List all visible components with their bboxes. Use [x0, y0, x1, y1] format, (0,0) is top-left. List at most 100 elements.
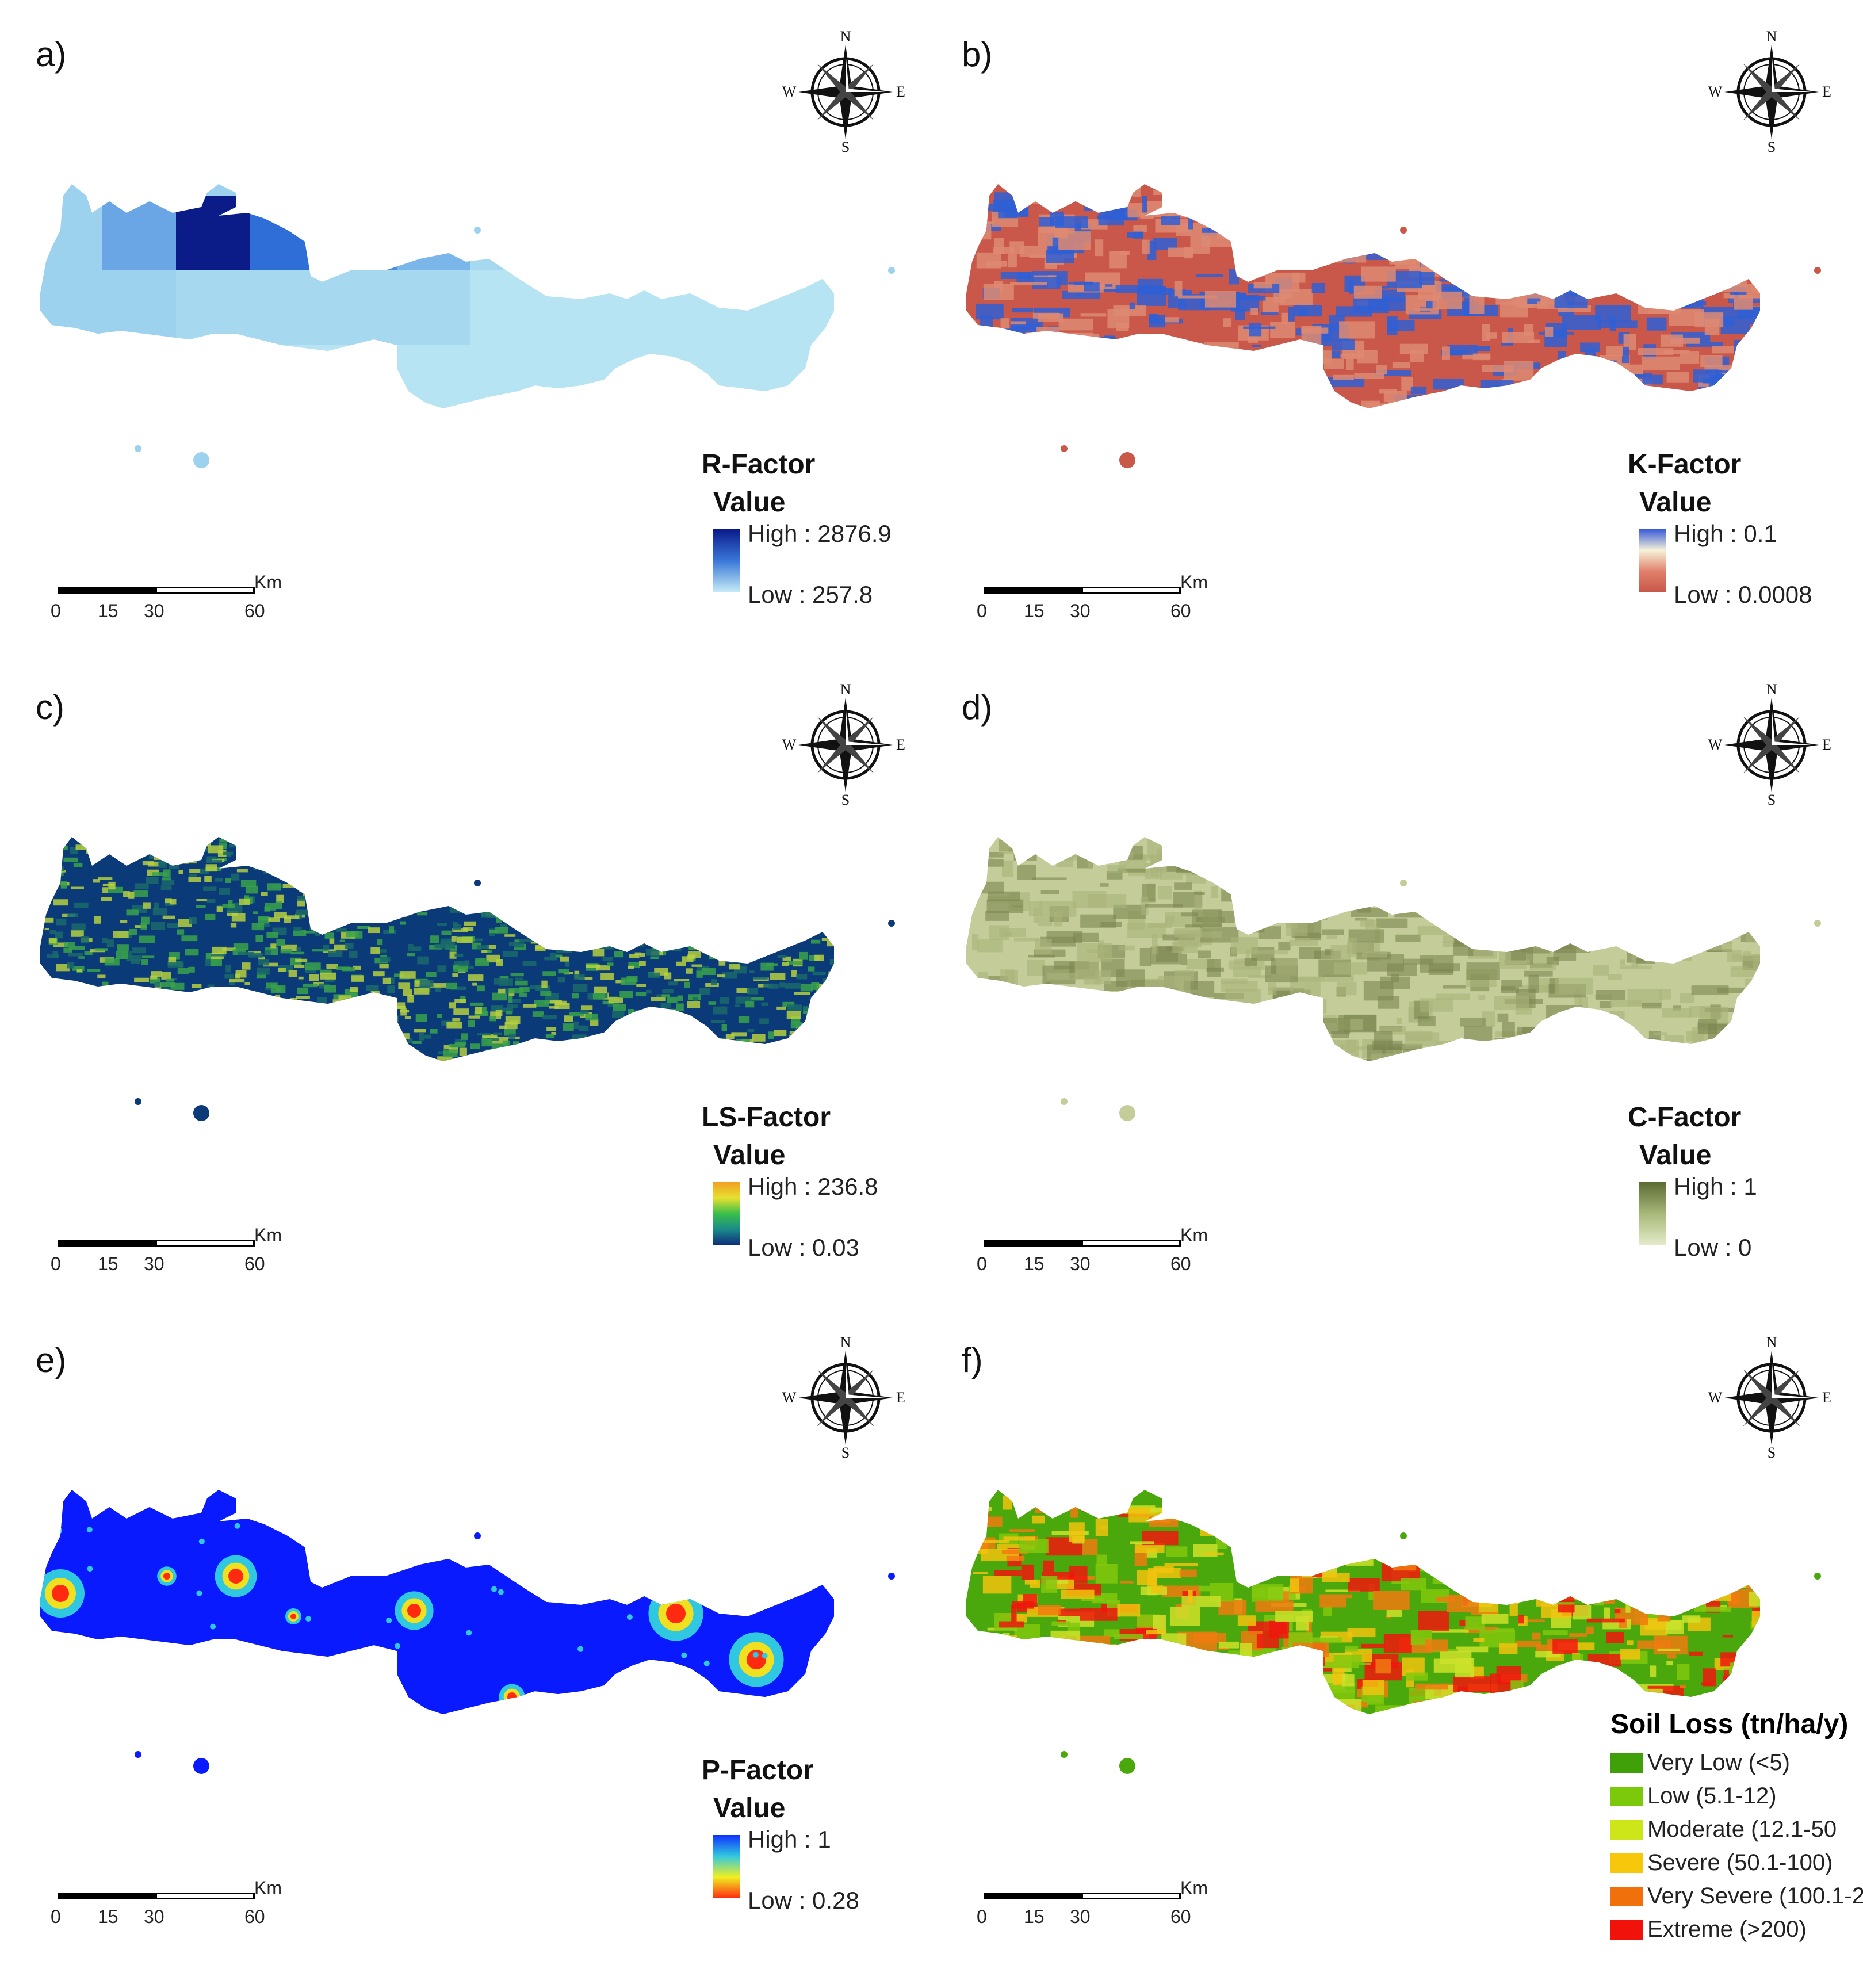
scale-tick-label: 30	[144, 601, 165, 621]
scale-bar-white-segment	[155, 1240, 255, 1247]
scale-tick-label: 30	[144, 1253, 165, 1274]
soil-loss-label: Low (5.1-12)	[1647, 1783, 1777, 1809]
panel-letter: c)	[36, 688, 64, 727]
legend-subtitle: Value	[713, 1793, 786, 1823]
legend-title: R-Factor	[702, 449, 816, 480]
scale-tick-label: 15	[1024, 601, 1045, 621]
scale-tick-label: 15	[98, 1906, 118, 1927]
scale-bar: 0 15 30 60 Km	[966, 1225, 1231, 1286]
compass-label-e: E	[1822, 83, 1831, 100]
legend-title: K-Factor	[1628, 449, 1742, 480]
legend-title: LS-Factor	[702, 1102, 831, 1133]
legend-high-label: High : 236.8	[748, 1173, 878, 1200]
map-c	[40, 837, 895, 1121]
scale-tick-label: 30	[1070, 601, 1091, 621]
scale-bar: 0 15 30 60 Km	[40, 1878, 305, 1939]
panel-d: d) N S E W C-Factor Value High : 1 Low : 0 0 15 30 6…	[932, 653, 1852, 1297]
scale-unit-label: Km	[254, 572, 282, 592]
legend-subtitle: Value	[713, 1140, 786, 1171]
scale-tick-label: 60	[1170, 1253, 1191, 1274]
legend-high-label: High : 1	[1674, 1173, 1757, 1200]
scale-bar: 0 15 30 60 Km	[40, 1225, 305, 1286]
scale-bar-black-segment	[984, 1893, 1081, 1899]
compass-rose-icon: N S E W	[1708, 1335, 1831, 1461]
legend-subtitle: Value	[1639, 487, 1712, 518]
soil-loss-swatch	[1610, 1853, 1643, 1873]
compass-label-w: W	[782, 736, 797, 753]
soil-loss-swatch	[1610, 1887, 1643, 1906]
scale-bar-black-segment	[58, 1893, 155, 1899]
panel-letter: d)	[962, 688, 993, 727]
soil-loss-label: Extreme (>200)	[1647, 1917, 1807, 1942]
map-e	[40, 1490, 895, 1774]
compass-label-n: N	[1766, 1335, 1777, 1351]
legend-color-ramp	[1639, 529, 1666, 592]
scale-tick-label: 0	[51, 1253, 61, 1274]
compass-rose-icon: N S E W	[782, 29, 905, 155]
legend-high-label: High : 1	[748, 1826, 831, 1853]
soil-loss-legend-title: Soil Loss (tn/ha/y)	[1610, 1709, 1849, 1740]
legend-subtitle: Value	[1639, 1140, 1712, 1171]
compass-rose-icon: N S E W	[1708, 29, 1831, 155]
compass-label-e: E	[896, 1389, 905, 1406]
panel-a: a) N S E W R-Factor Value High : 2876.9 Low : 25…	[6, 0, 926, 644]
scale-tick-label: 0	[51, 1906, 61, 1927]
scale-tick-label: 60	[244, 1253, 265, 1274]
scale-tick-label: 0	[51, 601, 61, 621]
compass-label-n: N	[840, 1335, 851, 1351]
compass-label-w: W	[1708, 736, 1723, 753]
legend-color-ramp	[1639, 1182, 1666, 1245]
scale-bar-black-segment	[58, 1240, 155, 1247]
scale-bar-black-segment	[984, 587, 1081, 594]
compass-rose-icon: N S E W	[782, 1335, 905, 1461]
compass-label-n: N	[1766, 682, 1777, 698]
legend: P-Factor Value High : 1 Low : 0.28	[684, 1754, 926, 1950]
panel-letter: e)	[36, 1341, 67, 1379]
compass-label-s: S	[841, 139, 850, 155]
scale-bar: 0 15 30 60 Km	[966, 572, 1231, 633]
scale-tick-label: 60	[244, 1906, 265, 1927]
scale-tick-label: 60	[1170, 1906, 1191, 1927]
legend-title: C-Factor	[1628, 1102, 1742, 1133]
legend-high-label: High : 2876.9	[748, 520, 892, 547]
legend-low-label: Low : 0.28	[748, 1887, 859, 1914]
scale-tick-label: 15	[1024, 1253, 1045, 1274]
compass-label-e: E	[896, 83, 905, 100]
compass-label-n: N	[840, 682, 851, 698]
compass-label-e: E	[1822, 736, 1831, 753]
compass-label-e: E	[896, 736, 905, 753]
scale-unit-label: Km	[1180, 572, 1208, 592]
soil-loss-legend: Soil Loss (tn/ha/y) Very Low (<5) Low (5.1…	[1610, 1708, 1863, 1950]
scale-bar-white-segment	[155, 587, 255, 594]
compass-label-n: N	[840, 29, 851, 45]
legend-low-label: Low : 0	[1674, 1234, 1752, 1261]
scale-unit-label: Km	[1180, 1878, 1208, 1898]
scale-tick-label: 60	[1170, 601, 1191, 621]
legend: LS-Factor Value High : 236.8 Low : 0.03	[684, 1102, 926, 1297]
legend-subtitle: Value	[713, 487, 786, 518]
scale-tick-label: 30	[1070, 1253, 1091, 1274]
soil-loss-label: Moderate (12.1-50	[1647, 1817, 1837, 1842]
legend: K-Factor Value High : 0.1 Low : 0.0008	[1610, 449, 1852, 644]
panel-letter: a)	[36, 35, 67, 74]
soil-loss-swatch	[1610, 1753, 1643, 1773]
scale-unit-label: Km	[254, 1225, 282, 1245]
scale-bar-white-segment	[1081, 1240, 1181, 1247]
scale-bar-black-segment	[984, 1240, 1081, 1247]
panel-b: b) N S E W K-Factor Value High : 0.1 Low : 0.000…	[932, 0, 1852, 644]
scale-bar: 0 15 30 60 Km	[40, 572, 305, 633]
compass-label-e: E	[1822, 1389, 1831, 1406]
legend: R-Factor Value High : 2876.9 Low : 257.8	[684, 449, 926, 644]
compass-rose-icon: N S E W	[782, 682, 905, 808]
compass-label-n: N	[1766, 29, 1777, 45]
scale-unit-label: Km	[254, 1878, 282, 1898]
panel-letter: b)	[962, 35, 993, 74]
soil-loss-label: Very Low (<5)	[1647, 1750, 1790, 1775]
map-d	[966, 837, 1821, 1121]
legend-title: P-Factor	[702, 1755, 814, 1786]
soil-loss-label: Very Severe (100.1-200)	[1647, 1883, 1863, 1909]
panel-letter: f)	[962, 1341, 983, 1379]
scale-tick-label: 15	[1024, 1906, 1045, 1927]
compass-label-w: W	[782, 83, 797, 100]
